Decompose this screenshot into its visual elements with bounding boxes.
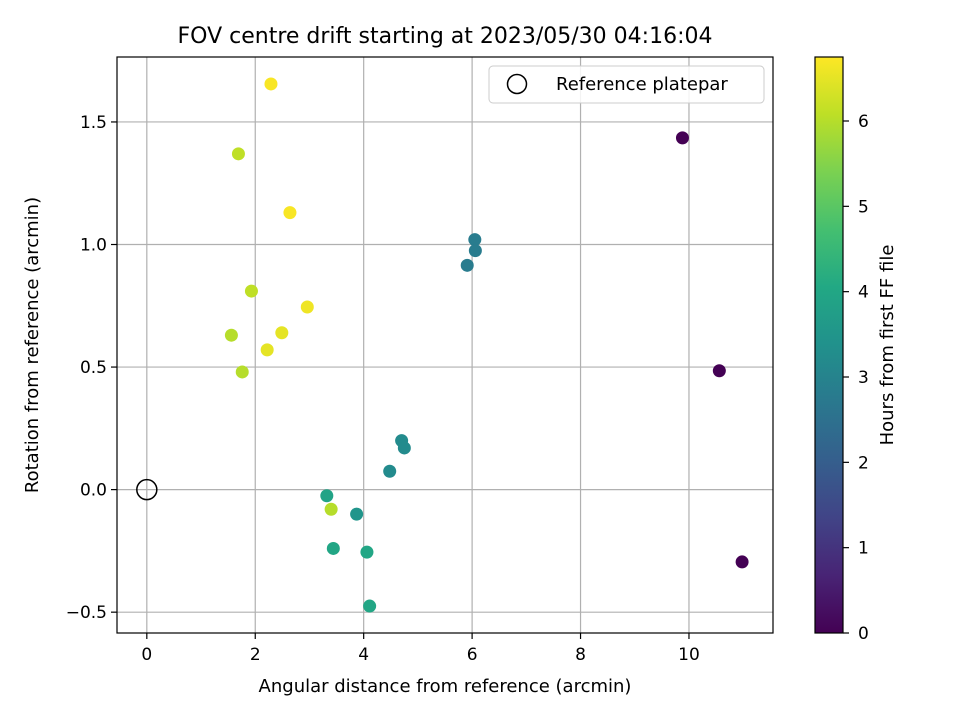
legend-entry-reference: Reference platepar: [556, 74, 728, 95]
legend-box: [488, 65, 765, 104]
data-point: [397, 441, 411, 455]
y-tick-label: 1.5: [80, 113, 107, 133]
data-point: [235, 365, 249, 379]
data-point: [460, 258, 474, 272]
data-point: [735, 555, 749, 569]
data-point: [350, 507, 364, 521]
y-tick-label: −0.5: [66, 603, 107, 623]
data-point: [468, 244, 482, 258]
plot-background: [117, 57, 773, 633]
colorbar-ticks: 0 1 2 3 4 5 6: [843, 112, 869, 644]
chart-title: FOV centre drift starting at 2023/05/30 …: [178, 24, 713, 49]
x-axis-label: Angular distance from reference (arcmin): [259, 676, 632, 697]
x-tick-label: 4: [358, 645, 369, 665]
x-tick-label: 10: [678, 645, 700, 665]
data-point: [300, 300, 314, 314]
colorbar: 0 1 2 3 4 5 6 Hours from first FF file: [814, 56, 898, 644]
grid: [117, 57, 773, 633]
data-point: [231, 147, 245, 161]
colorbar-tick-label: 1: [858, 539, 869, 559]
legend: Reference platepar: [488, 65, 765, 104]
data-point: [244, 284, 258, 298]
y-tick-label: 0.5: [80, 358, 107, 378]
y-axis-label: Rotation from reference (arcmin): [22, 197, 43, 493]
colorbar-tick-label: 6: [858, 112, 869, 132]
colorbar-gradient: [815, 57, 843, 633]
reference-platepar-marker: [136, 478, 158, 501]
x-tick-label: 2: [250, 645, 261, 665]
x-axis: 0 2 4 6 8 10: [141, 633, 700, 665]
y-tick-label: 0.0: [80, 481, 107, 501]
colorbar-tick-label: 5: [858, 197, 869, 217]
colorbar-label: Hours from first FF file: [877, 245, 898, 446]
data-point: [712, 364, 726, 378]
data-point: [275, 326, 289, 340]
scatter-points: [224, 77, 749, 613]
colorbar-tick-label: 4: [858, 283, 869, 303]
reference-layer: [136, 478, 158, 501]
y-axis: −0.5 0.0 0.5 1.0 1.5: [66, 113, 117, 623]
data-point: [320, 489, 334, 503]
x-tick-label: 8: [575, 645, 586, 665]
legend-marker-icon: [506, 73, 528, 95]
data-point: [264, 77, 278, 91]
data-point: [383, 464, 397, 478]
data-point: [324, 502, 338, 516]
data-point: [675, 131, 689, 145]
y-tick-label: 1.0: [80, 236, 107, 256]
data-point: [260, 343, 274, 357]
data-point: [360, 545, 374, 559]
colorbar-tick-label: 2: [858, 453, 869, 473]
x-tick-label: 0: [141, 645, 152, 665]
data-point: [224, 328, 238, 342]
data-point: [283, 206, 297, 220]
plot-area: [116, 56, 774, 634]
data-point: [326, 541, 340, 555]
colorbar-tick-label: 3: [858, 368, 869, 388]
data-point: [363, 599, 377, 613]
colorbar-tick-label: 0: [858, 624, 869, 644]
plot-frame: [116, 56, 774, 634]
data-point: [468, 233, 482, 247]
colorbar-frame: [814, 56, 844, 634]
x-tick-label: 6: [467, 645, 478, 665]
